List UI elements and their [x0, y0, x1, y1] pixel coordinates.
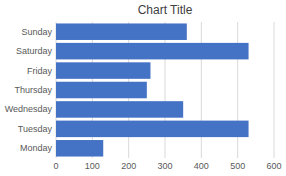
bar — [56, 43, 249, 60]
x-tick-label: 300 — [157, 161, 172, 171]
chart-svg: Chart Title 0 100 200 300 400 500 600 Monday Tues… — [0, 0, 286, 176]
grid-line — [165, 22, 166, 158]
x-tick-label: 200 — [121, 161, 136, 171]
y-tick-label: Tuesday — [18, 124, 53, 134]
y-tick-label: Friday — [27, 66, 53, 76]
bar — [56, 140, 103, 157]
bar — [56, 121, 249, 138]
x-tick-label: 600 — [266, 161, 281, 171]
bar — [56, 101, 183, 118]
grid-line — [237, 22, 238, 158]
grid-line — [274, 22, 275, 158]
bar — [56, 23, 187, 40]
x-tick-label: 100 — [85, 161, 100, 171]
y-tick-label: Saturday — [16, 46, 53, 56]
y-tick-label: Wednesday — [5, 104, 53, 114]
grid — [56, 22, 274, 158]
x-tick-label: 0 — [53, 161, 58, 171]
chart-container: Chart Title 0 100 200 300 400 500 600 Monday Tues… — [0, 0, 286, 176]
y-tick-label: Sunday — [21, 27, 52, 37]
title: Chart Title — [138, 3, 193, 17]
bars — [56, 23, 249, 156]
x-tick-label: 400 — [194, 161, 209, 171]
y-tick-label: Thursday — [14, 85, 52, 95]
bar — [56, 82, 147, 99]
y-tick-label: Monday — [20, 143, 53, 153]
bar — [56, 62, 150, 79]
grid-line — [201, 22, 202, 158]
x-tick-label: 500 — [230, 161, 245, 171]
